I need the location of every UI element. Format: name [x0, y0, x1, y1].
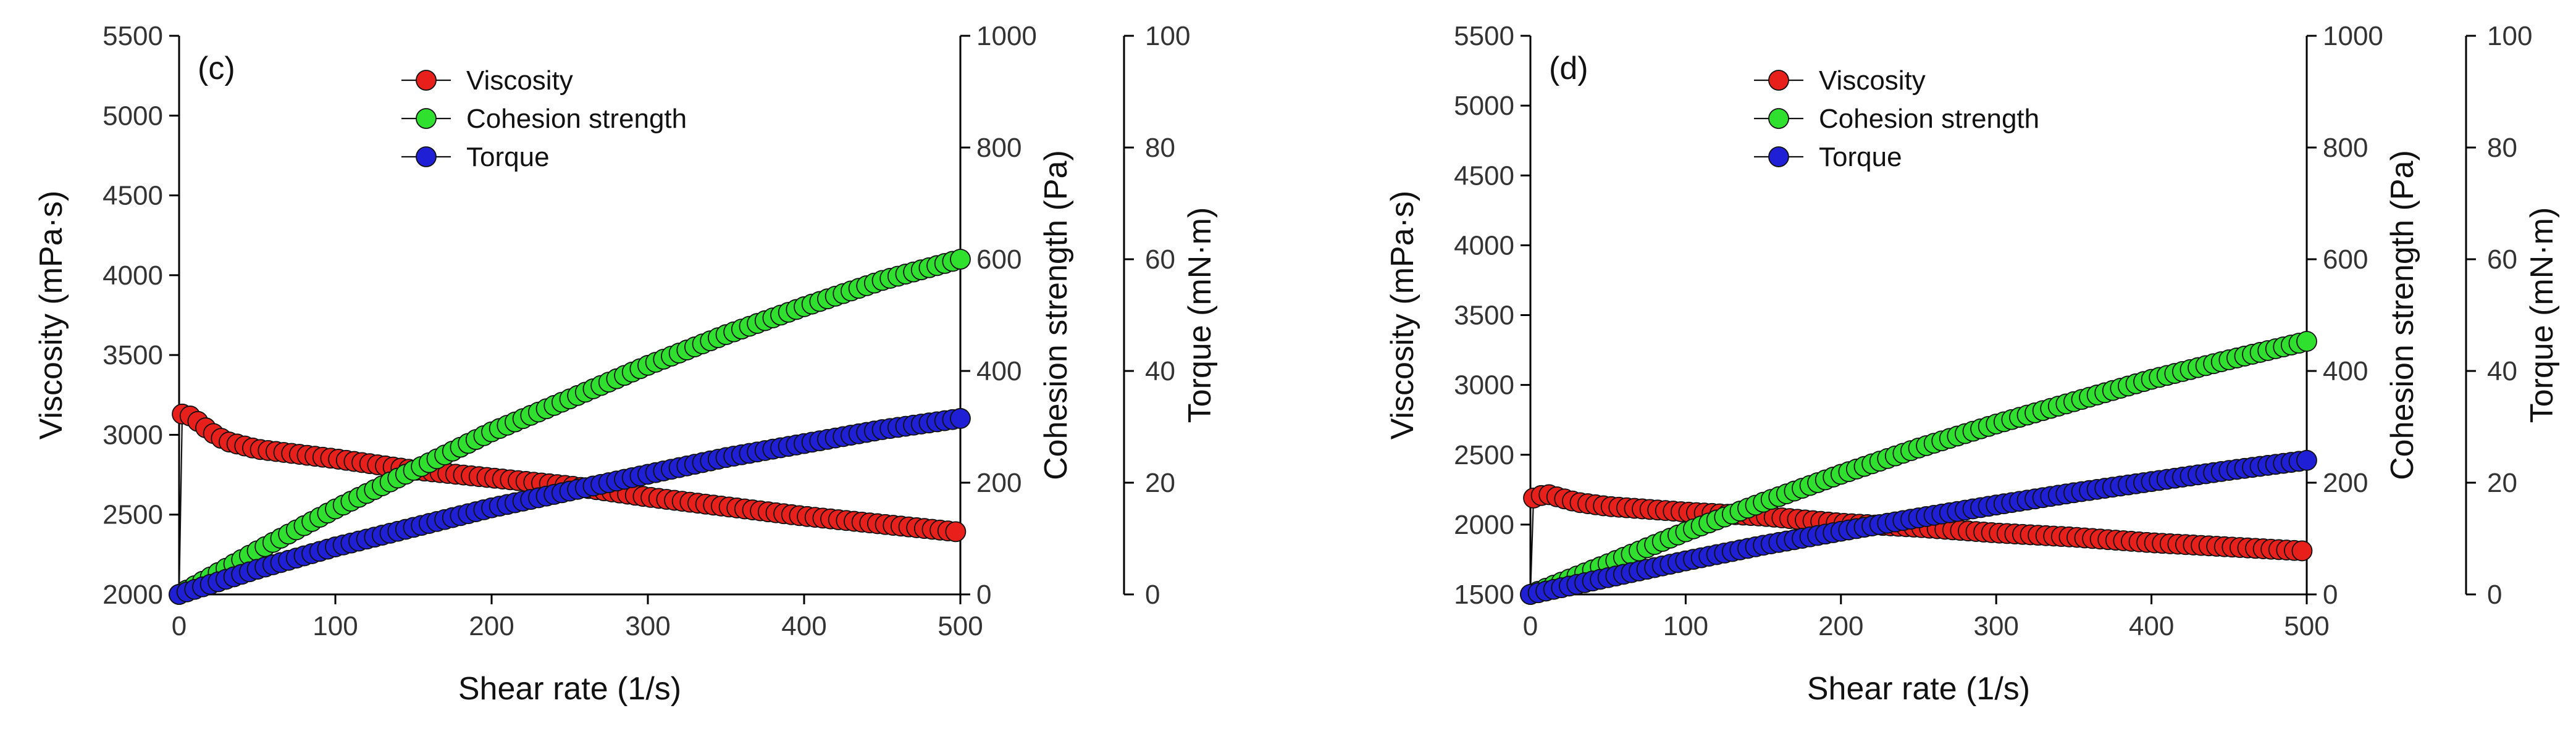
viscosity-tick-label: 4000	[1454, 230, 1514, 260]
viscosity-tick-label: 2000	[1454, 510, 1514, 540]
cohesion-tick-label: 1000	[2323, 21, 2383, 51]
legend-label: Viscosity	[466, 65, 573, 96]
legend-marker	[416, 146, 437, 167]
legend-marker	[416, 108, 437, 129]
panel-label: (d)	[1549, 51, 1588, 86]
viscosity-tick-label: 5500	[103, 21, 163, 51]
x-tick-label: 200	[469, 611, 514, 641]
viscosity-tick-label: 4500	[103, 181, 163, 211]
x-tick-label: 300	[625, 611, 670, 641]
torque-tick-label: 0	[1145, 580, 1160, 610]
torque-axis-title: Torque (mN·m)	[1182, 207, 1218, 423]
x-tick-label: 400	[2129, 611, 2174, 641]
x-axis-title: Shear rate (1/s)	[1807, 671, 2030, 707]
viscosity-axis-title: Viscosity (mPa·s)	[1385, 191, 1420, 440]
legend-item-cohesion-strength: Cohesion strength	[401, 104, 687, 134]
legend-marker	[416, 70, 437, 91]
viscosity-tick-label: 3000	[103, 420, 163, 450]
torque-tick-label: 100	[1145, 21, 1190, 51]
data-point	[2296, 449, 2317, 471]
viscosity-tick-label: 5500	[1454, 21, 1514, 51]
legend-label: Torque	[466, 142, 550, 172]
viscosity-tick-label: 2500	[1454, 440, 1514, 470]
cohesion-tick-label: 0	[2323, 580, 2338, 610]
cohesion-tick-label: 800	[2323, 133, 2368, 163]
legend-marker	[1768, 146, 1789, 167]
viscosity-tick-label: 4500	[1454, 160, 1514, 191]
torque-axis-title: Torque (mN·m)	[2524, 207, 2560, 423]
cohesion-axis-title: Cohesion strength (Pa)	[2385, 150, 2420, 480]
legend-item-viscosity: Viscosity	[401, 65, 573, 96]
panel-label: (c)	[198, 51, 235, 86]
legend-marker	[1768, 108, 1789, 129]
cohesion-tick-label: 400	[976, 356, 1022, 386]
x-tick-label: 500	[938, 611, 983, 641]
x-tick-label: 100	[313, 611, 358, 641]
data-point	[950, 408, 971, 429]
viscosity-axis-title: Viscosity (mPa·s)	[33, 191, 69, 440]
series-torque-markers	[169, 408, 971, 605]
x-tick-label: 200	[1818, 611, 1863, 641]
torque-tick-label: 80	[1145, 133, 1175, 163]
x-axis-title: Shear rate (1/s)	[458, 671, 681, 707]
data-point	[950, 249, 971, 270]
torque-tick-label: 0	[2487, 580, 2502, 610]
torque-tick-label: 100	[2487, 21, 2532, 51]
x-tick-label: 400	[781, 611, 826, 641]
viscosity-tick-label: 4000	[103, 260, 163, 291]
series-torque-markers	[1520, 449, 2317, 605]
panel-c-chart: 0 100 200 300 400 500200025003000350040004500…	[33, 21, 1218, 707]
viscosity-tick-label: 3500	[103, 340, 163, 370]
cohesion-tick-label: 400	[2323, 356, 2368, 386]
cohesion-axis-title: Cohesion strength (Pa)	[1038, 150, 1074, 480]
cohesion-tick-label: 600	[2323, 244, 2368, 275]
x-tick-label: 500	[2284, 611, 2329, 641]
panel-d-chart: 0 100 200 300 400 500150020002500300035004000…	[1385, 21, 2560, 707]
data-point	[2296, 331, 2317, 352]
torque-tick-label: 40	[2487, 356, 2517, 386]
x-tick-label: 0	[172, 611, 187, 641]
viscosity-tick-label: 2500	[103, 500, 163, 530]
viscosity-tick-label: 5000	[103, 101, 163, 131]
viscosity-tick-label: 5000	[1454, 91, 1514, 121]
cohesion-tick-label: 800	[976, 133, 1022, 163]
legend-label: Torque	[1819, 142, 1902, 172]
legend-item-torque: Torque	[401, 142, 550, 172]
cohesion-tick-label: 0	[976, 580, 991, 610]
torque-tick-label: 20	[1145, 468, 1175, 498]
legend-item-cohesion-strength: Cohesion strength	[1754, 104, 2039, 134]
x-tick-label: 300	[1973, 611, 2018, 641]
cohesion-tick-label: 200	[976, 468, 1022, 498]
legend-label: Viscosity	[1819, 65, 1926, 96]
legend-item-viscosity: Viscosity	[1754, 65, 1926, 96]
cohesion-tick-label: 1000	[976, 21, 1037, 51]
viscosity-tick-label: 3500	[1454, 301, 1514, 331]
torque-tick-label: 20	[2487, 468, 2517, 498]
x-tick-label: 100	[1663, 611, 1708, 641]
legend-label: Cohesion strength	[1819, 104, 2039, 134]
cohesion-tick-label: 600	[976, 244, 1022, 275]
cohesion-tick-label: 200	[2323, 468, 2368, 498]
legend-label: Cohesion strength	[466, 104, 687, 134]
viscosity-tick-label: 3000	[1454, 370, 1514, 401]
torque-tick-label: 40	[1145, 356, 1175, 386]
data-point	[945, 521, 967, 543]
torque-tick-label: 60	[1145, 244, 1175, 275]
legend-marker	[1768, 70, 1789, 91]
torque-tick-label: 80	[2487, 133, 2517, 163]
data-point	[2291, 540, 2313, 562]
viscosity-tick-label: 2000	[103, 580, 163, 610]
viscosity-tick-label: 1500	[1454, 580, 1514, 610]
legend-item-torque: Torque	[1754, 142, 1902, 172]
x-tick-label: 0	[1523, 611, 1538, 641]
torque-tick-label: 60	[2487, 244, 2517, 275]
